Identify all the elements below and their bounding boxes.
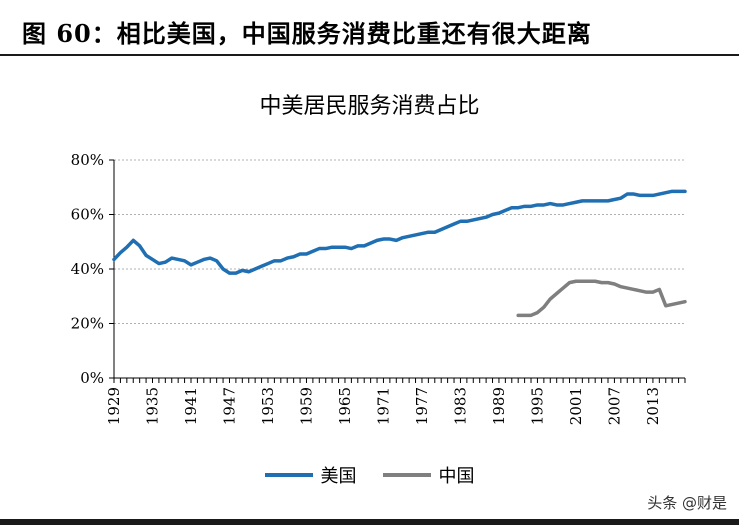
x-tick-label: 1989 xyxy=(490,387,508,425)
x-tick-label: 1971 xyxy=(374,387,392,425)
x-tick-label: 1947 xyxy=(220,387,238,425)
x-tick-label: 1959 xyxy=(297,387,315,425)
legend-swatch-china xyxy=(382,473,431,477)
y-tick-label: 60% xyxy=(71,206,104,224)
legend-swatch-us xyxy=(264,473,313,477)
series-line-us xyxy=(112,189,687,275)
x-tick-label: 1995 xyxy=(528,387,546,425)
x-tick-label: 1935 xyxy=(143,387,161,425)
legend-item-us: 美国 xyxy=(264,462,357,488)
y-tick-label: 0% xyxy=(80,369,104,387)
figure-title: 图 60：相比美国，中国服务消费比重还有很大距离 xyxy=(22,19,592,48)
grid-lines xyxy=(114,159,685,324)
chart-title: 中美居民服务消费占比 xyxy=(259,94,480,119)
x-tick-label: 2013 xyxy=(644,387,662,425)
axes xyxy=(109,159,686,383)
watermark: 头条 @财是 xyxy=(647,494,727,512)
footer-divider xyxy=(0,519,739,525)
y-tick-label: 80% xyxy=(71,151,104,169)
series-line-china xyxy=(516,279,687,318)
legend: 美国 中国 xyxy=(0,462,739,488)
x-tick-label: 1953 xyxy=(259,387,277,425)
y-tick-labels: 0% 20% 40% 60% 80% xyxy=(71,151,104,387)
x-tick-label: 1983 xyxy=(451,387,469,425)
y-tick-label: 40% xyxy=(71,260,104,278)
series-lines xyxy=(112,189,687,318)
legend-item-china: 中国 xyxy=(382,462,475,488)
legend-label-us: 美国 xyxy=(320,466,357,487)
x-tick-label: 1929 xyxy=(105,387,123,425)
x-tick-label: 1965 xyxy=(336,387,354,425)
x-tick-label: 2007 xyxy=(605,387,623,425)
figure-header: 图 60：相比美国，中国服务消费比重还有很大距离 xyxy=(0,0,739,56)
x-tick-label: 1941 xyxy=(182,387,200,425)
y-tick-label: 20% xyxy=(71,315,104,333)
legend-label-china: 中国 xyxy=(438,466,475,487)
x-tick-labels: 1929 1935 1941 1947 1953 1959 1965 1971 1977 1983… xyxy=(105,387,662,425)
x-tick-label: 2001 xyxy=(567,387,585,425)
x-tick-label: 1977 xyxy=(413,387,431,425)
